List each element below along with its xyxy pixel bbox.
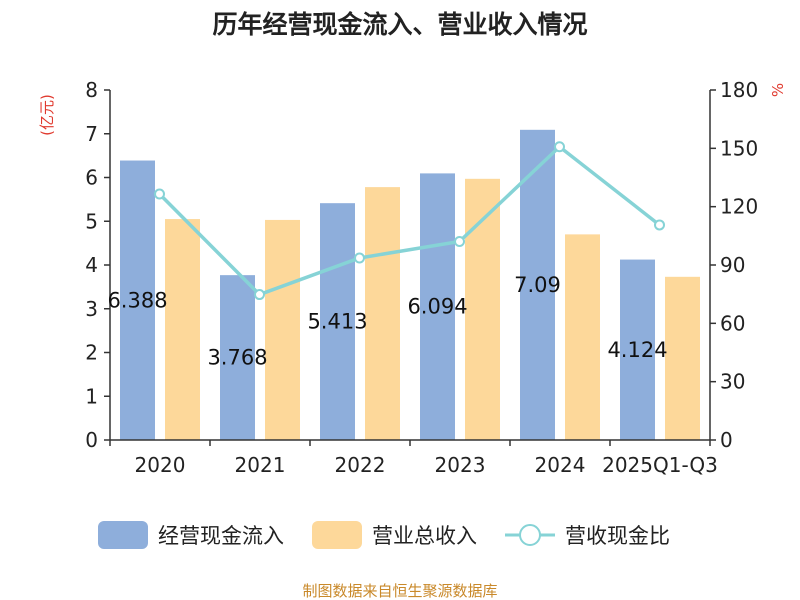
plot-area: 0 1 2 3 4 5 6 7 8 0 30 60 90 120 150 180 2020 2021 2022 202…: [85, 78, 758, 477]
point-cash-ratio-1: [254, 289, 265, 301]
x-tick-label: 2021: [235, 453, 286, 477]
right-axis-unit: %: [769, 83, 787, 97]
bar-cash-inflow-4: [520, 129, 555, 440]
source-note: 制图数据来自恒生聚源数据库: [302, 582, 497, 600]
left-tick-label: 4: [85, 253, 98, 277]
right-tick-label: 120: [720, 195, 758, 219]
bar-revenue-1: [265, 219, 300, 440]
legend-item-1: 营业总收入: [312, 521, 477, 549]
x-tick-label: 2022: [335, 453, 386, 477]
data-label-cash-inflow-1: 3.768: [207, 346, 267, 370]
bar-cash-inflow-1: [220, 275, 255, 440]
data-label-cash-inflow-5: 4.124: [607, 338, 667, 362]
line-cash-ratio: [158, 144, 661, 297]
bar-revenue-3: [465, 178, 500, 440]
right-tick-label: 90: [720, 253, 745, 277]
data-label-cash-inflow-0: 6.388: [107, 288, 167, 312]
legend-marker: [519, 524, 541, 546]
bar-cash-inflow-0: [120, 160, 155, 440]
right-tick-label: 180: [720, 78, 758, 102]
point-cash-ratio-4: [554, 141, 565, 153]
bar-cash-inflow-2: [320, 203, 355, 440]
legend: 经营现金流入 营业总收入 营收现金比: [98, 521, 670, 549]
left-tick-label: 0: [85, 428, 98, 452]
legend-item-0: 经营现金流入: [98, 521, 284, 549]
left-tick-label: 5: [85, 209, 98, 233]
x-tick-label: 2023: [435, 453, 486, 477]
right-tick-label: 0: [720, 428, 733, 452]
legend-label: 营业总收入: [372, 524, 477, 548]
data-label-cash-inflow-3: 6.094: [407, 295, 467, 319]
bar-revenue-2: [365, 187, 400, 440]
bar-revenue-5: [665, 276, 700, 440]
left-axis-unit: (亿元): [38, 94, 56, 136]
legend-label: 营收现金比: [565, 524, 670, 548]
data-label-cash-inflow-2: 5.413: [307, 310, 367, 334]
x-tick-label: 2020: [135, 453, 186, 477]
right-tick-label: 30: [720, 370, 745, 394]
left-tick-label: 7: [85, 122, 98, 146]
legend-label: 经营现金流入: [158, 524, 284, 548]
x-tick-label: 2024: [535, 453, 586, 477]
left-tick-label: 8: [85, 78, 98, 102]
right-tick-label: 150: [720, 136, 758, 160]
left-tick-label: 2: [85, 341, 98, 365]
legend-swatch: [312, 521, 362, 549]
point-cash-ratio-2: [354, 252, 365, 264]
point-cash-ratio-0: [154, 188, 165, 200]
x-tick-label: 2025Q1-Q3: [602, 453, 718, 477]
bar-cash-inflow-3: [420, 173, 455, 440]
point-cash-ratio-3: [454, 235, 465, 247]
legend-swatch: [98, 521, 148, 549]
bar-cash-inflow-5: [620, 259, 655, 440]
legend-item-2: 营收现金比: [505, 524, 670, 548]
data-label-cash-inflow-4: 7.09: [514, 273, 561, 297]
point-cash-ratio-5: [654, 219, 665, 231]
left-tick-label: 1: [85, 384, 98, 408]
bar-revenue-0: [165, 219, 200, 440]
right-tick-label: 60: [720, 311, 745, 335]
bar-revenue-4: [565, 234, 600, 440]
left-tick-label: 3: [85, 297, 98, 321]
chart-title: 历年经营现金流入、营业收入情况: [212, 10, 587, 39]
left-tick-label: 6: [85, 166, 98, 190]
